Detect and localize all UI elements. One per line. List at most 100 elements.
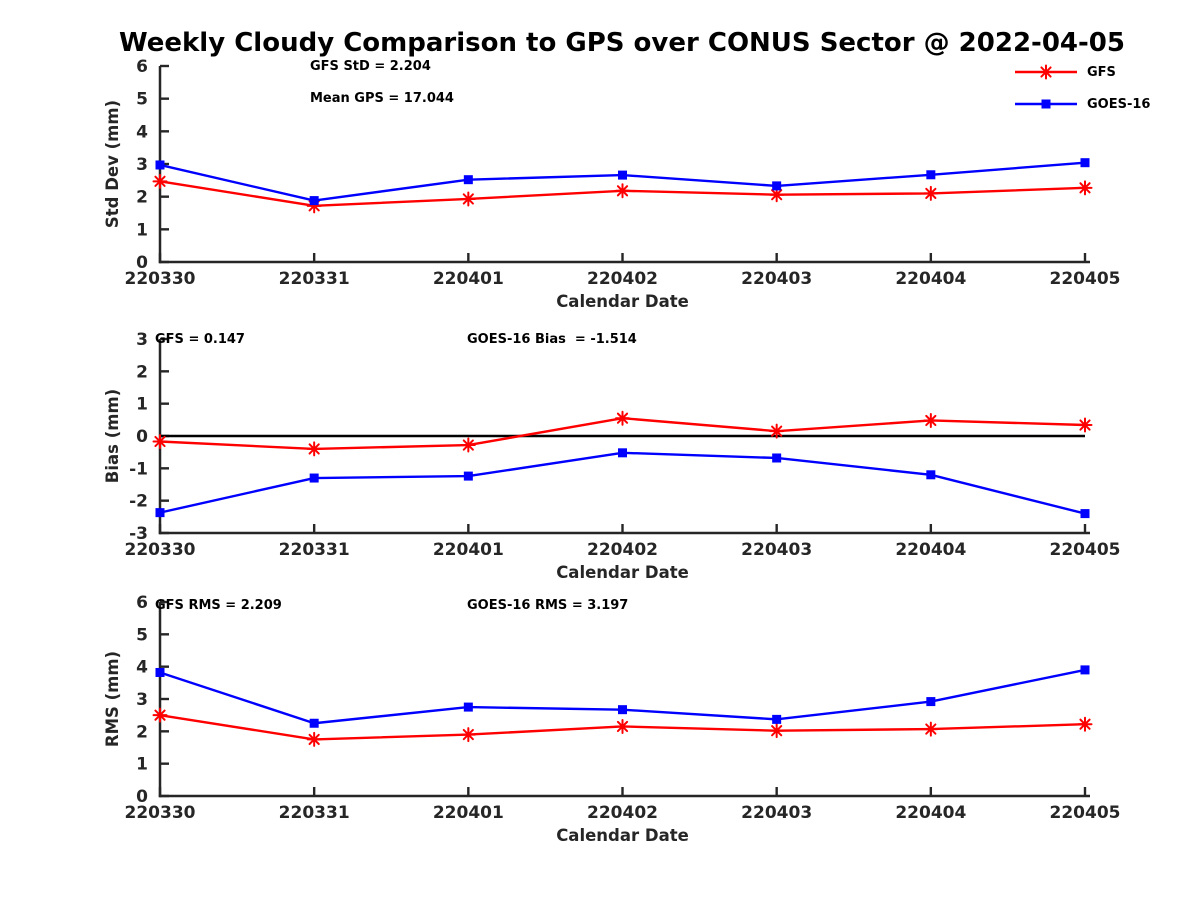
x-tick-label: 220403 xyxy=(741,269,812,289)
y-tick-label: -1 xyxy=(129,459,148,479)
goes-16-line xyxy=(159,451,1086,515)
gfs-asterisk-marker xyxy=(152,433,168,449)
x-tick-label: 220402 xyxy=(587,540,658,560)
goes-16-square-marker xyxy=(463,471,473,481)
gfs-asterisk-marker xyxy=(769,187,785,203)
goes-16-square-marker xyxy=(772,714,782,724)
y-tick-label: 3 xyxy=(136,690,148,710)
gfs-asterisk-marker xyxy=(923,721,939,737)
goes-16-square-marker xyxy=(1080,158,1090,168)
y-tick-label: 4 xyxy=(136,658,148,678)
x-tick-label: 220330 xyxy=(125,803,196,823)
y-tick-label: 5 xyxy=(136,90,148,110)
gfs-asterisk-marker xyxy=(306,198,322,214)
y-tick-label: 2 xyxy=(136,362,148,382)
gfs-asterisk-marker xyxy=(1077,716,1093,732)
std-dev-annotation-1: Mean GPS = 17.044 xyxy=(310,91,454,106)
x-tick-label: 220401 xyxy=(433,269,504,289)
x-axis-title: Calendar Date xyxy=(556,826,689,845)
asterisk-marker-icon xyxy=(1038,64,1054,80)
x-tick-label: 220405 xyxy=(1050,269,1121,289)
gfs-asterisk-marker xyxy=(769,423,785,439)
x-tick-label: 220402 xyxy=(587,803,658,823)
y-axis-title: RMS (mm) xyxy=(103,651,122,747)
goes-16-square-marker xyxy=(772,453,782,463)
y-tick-label: -3 xyxy=(129,524,148,544)
gfs-asterisk-marker xyxy=(1077,180,1093,196)
goes-16-square-marker xyxy=(1080,509,1090,519)
rms-annotation-1: GOES-16 RMS = 3.197 xyxy=(467,598,628,613)
goes-16-square-marker xyxy=(926,170,936,180)
gfs-asterisk-marker xyxy=(615,718,630,734)
x-tick-label: 220405 xyxy=(1050,803,1121,823)
y-axis-title: Bias (mm) xyxy=(103,389,122,483)
y-tick-label: 3 xyxy=(136,330,148,350)
x-axis-title: Calendar Date xyxy=(556,292,689,311)
gfs-asterisk-marker xyxy=(460,437,476,453)
y-tick-label: 0 xyxy=(136,427,148,447)
gfs-asterisk-marker xyxy=(306,731,322,747)
gfs-asterisk-marker xyxy=(460,727,476,743)
x-tick-label: 220401 xyxy=(433,540,504,560)
goes-16-square-marker xyxy=(309,473,319,483)
x-axis-title: Calendar Date xyxy=(556,563,689,582)
legend-label-gfs: GFS xyxy=(1087,64,1116,80)
x-tick-label: 220331 xyxy=(279,269,350,289)
goes-16-square-marker xyxy=(155,667,165,677)
std-dev-subplot: 0 1 2 3 4 5 6 220330 220331 220401 220402 220403 220… xyxy=(103,57,1120,311)
gfs-asterisk-marker xyxy=(923,185,939,201)
gfs-asterisk-marker xyxy=(615,183,630,199)
x-tick-label: 220403 xyxy=(741,540,812,560)
goes-16-square-marker xyxy=(926,470,936,480)
std-dev-annotation-0: GFS StD = 2.204 xyxy=(310,59,431,74)
goes-16-square-marker xyxy=(1080,665,1090,675)
x-tick-label: 220404 xyxy=(895,803,966,823)
legend-item-gfs: GFS xyxy=(1014,64,1150,80)
goes16-line-square-icon xyxy=(1015,99,1077,109)
goes-16-square-marker xyxy=(926,697,936,707)
y-tick-label: 1 xyxy=(136,395,148,415)
square-marker-icon xyxy=(1041,99,1051,109)
x-tick-label: 220403 xyxy=(741,803,812,823)
goes-16-square-marker xyxy=(772,181,782,191)
y-tick-label: 6 xyxy=(136,57,148,77)
gfs-asterisk-marker xyxy=(152,707,168,723)
y-tick-label: 1 xyxy=(136,755,148,775)
legend-item-goes16: GOES-16 xyxy=(1014,96,1150,112)
gfs-asterisk-marker xyxy=(152,173,168,189)
x-tick-label: 220331 xyxy=(279,540,350,560)
y-tick-label: 6 xyxy=(136,593,148,613)
gfs-asterisk-marker xyxy=(769,723,785,739)
goes-16-square-marker xyxy=(309,196,319,206)
rms-annotation-0: GFS RMS = 2.209 xyxy=(155,598,282,613)
x-tick-label: 220404 xyxy=(895,269,966,289)
figure-title: Weekly Cloudy Comparison to GPS over CON… xyxy=(119,28,1125,58)
y-tick-label: 2 xyxy=(136,722,148,742)
goes-16-square-marker xyxy=(618,170,627,180)
goes-16-square-marker xyxy=(463,702,473,712)
x-tick-label: 220330 xyxy=(125,269,196,289)
y-tick-label: 0 xyxy=(136,253,148,273)
x-tick-label: 220402 xyxy=(587,269,658,289)
y-tick-label: 2 xyxy=(136,188,148,208)
gfs-asterisk-marker xyxy=(460,191,476,207)
y-axis-title: Std Dev (mm) xyxy=(103,100,122,228)
y-tick-label: -2 xyxy=(129,492,148,512)
legend: GFS GOES-16 xyxy=(1014,64,1150,128)
x-tick-label: 220401 xyxy=(433,803,504,823)
rms-subplot: 0 1 2 3 4 5 6 220330 220331 220401 220402 220403 220… xyxy=(103,593,1120,845)
goes-16-square-marker xyxy=(309,718,319,728)
goes-16-square-marker xyxy=(155,508,165,518)
gfs-asterisk-marker xyxy=(923,412,939,428)
goes-16-line xyxy=(159,668,1086,725)
gfs-asterisk-marker xyxy=(1077,417,1093,433)
x-tick-label: 220405 xyxy=(1050,540,1121,560)
x-tick-label: 220404 xyxy=(895,540,966,560)
x-tick-label: 220331 xyxy=(279,803,350,823)
y-tick-label: 5 xyxy=(136,625,148,645)
goes-16-square-marker xyxy=(618,705,627,715)
gfs-asterisk-marker xyxy=(306,441,322,457)
bias-subplot: -3 -2 -1 0 1 2 3 220330 220331 220401 220402 220403… xyxy=(103,330,1120,582)
